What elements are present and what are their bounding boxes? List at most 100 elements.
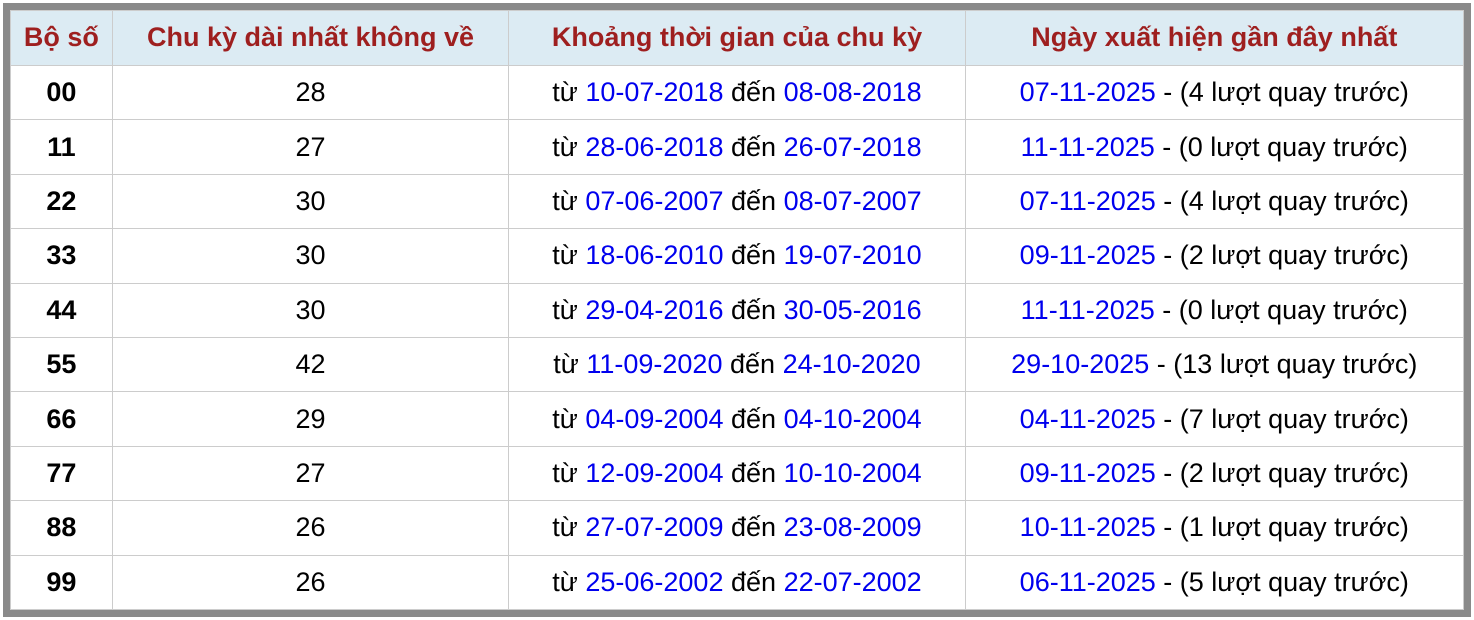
- recent-note: - (2 lượt quay trước): [1163, 240, 1409, 271]
- to-date-link[interactable]: 08-08-2018: [783, 77, 922, 108]
- cycle-length: 29: [111, 391, 510, 447]
- from-label: từ: [553, 349, 579, 380]
- recent-note: - (0 lượt quay trước): [1162, 294, 1408, 325]
- from-date-link[interactable]: 11-09-2020: [586, 349, 723, 380]
- from-label: từ: [552, 185, 578, 216]
- from-date-link[interactable]: 27-07-2009: [585, 512, 724, 543]
- from-date-link[interactable]: 04-09-2004: [585, 403, 724, 434]
- cycle-period: từ 27-07-2009 đến 23-08-2009: [508, 500, 966, 556]
- cycle-period: từ 12-09-2004 đến 10-10-2004: [508, 445, 966, 502]
- pair-number: 44: [10, 282, 113, 338]
- recent-date-link[interactable]: 04-11-2025: [1019, 403, 1156, 434]
- table-row: 99 26 từ 25-06-2002 đến 22-07-2002 06-11…: [10, 554, 1465, 611]
- from-label: từ: [552, 403, 578, 434]
- cycle-length: 27: [111, 119, 510, 175]
- recent-note: - (13 lượt quay trước): [1156, 349, 1418, 380]
- to-label: đến: [730, 240, 777, 271]
- from-date-link[interactable]: 29-04-2016: [585, 294, 724, 325]
- cycle-length: 27: [111, 445, 510, 502]
- recent-date-link[interactable]: 07-11-2025: [1019, 185, 1156, 216]
- to-date-link[interactable]: 30-05-2016: [783, 294, 922, 325]
- to-date-link[interactable]: 24-10-2020: [782, 349, 921, 380]
- to-label: đến: [730, 566, 777, 597]
- to-date-link[interactable]: 10-10-2004: [783, 457, 922, 488]
- from-label: từ: [552, 566, 578, 597]
- to-date-link[interactable]: 26-07-2018: [783, 131, 922, 162]
- table-frame: Bộ số Chu kỳ dài nhất không về Khoảng th…: [3, 3, 1471, 617]
- from-label: từ: [552, 240, 578, 271]
- recent-date-link[interactable]: 11-11-2025: [1020, 131, 1155, 162]
- cycle-length: 30: [111, 173, 510, 230]
- cycle-period: từ 29-04-2016 đến 30-05-2016: [508, 282, 966, 338]
- from-date-link[interactable]: 12-09-2004: [585, 457, 724, 488]
- recent-note: - (7 lượt quay trước): [1163, 403, 1409, 434]
- table-row: 88 26 từ 27-07-2009 đến 23-08-2009 10-11…: [10, 500, 1465, 556]
- recent-appearance: 09-11-2025 - (2 lượt quay trước): [964, 228, 1465, 284]
- column-header-recent: Ngày xuất hiện gần đây nhất: [964, 10, 1465, 66]
- to-date-link[interactable]: 04-10-2004: [783, 403, 922, 434]
- from-label: từ: [552, 131, 578, 162]
- recent-date-link[interactable]: 10-11-2025: [1019, 512, 1156, 543]
- pair-number: 66: [10, 391, 113, 447]
- from-label: từ: [552, 294, 578, 325]
- cycle-period: từ 25-06-2002 đến 22-07-2002: [508, 554, 966, 611]
- pair-number: 22: [10, 173, 113, 230]
- cycle-length: 42: [111, 336, 510, 393]
- recent-note: - (5 lượt quay trước): [1163, 566, 1409, 597]
- cycle-length: 30: [111, 228, 510, 284]
- recent-note: - (2 lượt quay trước): [1163, 457, 1409, 488]
- recent-date-link[interactable]: 11-11-2025: [1020, 294, 1155, 325]
- from-label: từ: [552, 512, 578, 543]
- pair-number: 99: [10, 554, 113, 611]
- to-date-link[interactable]: 23-08-2009: [783, 512, 922, 543]
- from-date-link[interactable]: 07-06-2007: [585, 185, 724, 216]
- recent-date-link[interactable]: 07-11-2025: [1019, 77, 1156, 108]
- from-date-link[interactable]: 18-06-2010: [585, 240, 724, 271]
- pair-number: 55: [10, 336, 113, 393]
- from-date-link[interactable]: 25-06-2002: [585, 566, 724, 597]
- table-row: 33 30 từ 18-06-2010 đến 19-07-2010 09-11…: [10, 228, 1465, 284]
- recent-date-link[interactable]: 29-10-2025: [1011, 349, 1150, 380]
- to-label: đến: [730, 185, 777, 216]
- cycle-period: từ 10-07-2018 đến 08-08-2018: [508, 64, 966, 121]
- recent-date-link[interactable]: 09-11-2025: [1019, 240, 1156, 271]
- recent-date-link[interactable]: 06-11-2025: [1019, 566, 1156, 597]
- recent-appearance: 11-11-2025 - (0 lượt quay trước): [964, 119, 1465, 175]
- header-row: Bộ số Chu kỳ dài nhất không về Khoảng th…: [10, 10, 1465, 66]
- recent-note: - (0 lượt quay trước): [1162, 131, 1408, 162]
- cycle-length: 28: [111, 64, 510, 121]
- to-label: đến: [730, 294, 777, 325]
- recent-appearance: 07-11-2025 - (4 lượt quay trước): [964, 64, 1465, 121]
- recent-note: - (4 lượt quay trước): [1163, 185, 1409, 216]
- recent-date-link[interactable]: 09-11-2025: [1019, 457, 1156, 488]
- to-date-link[interactable]: 08-07-2007: [783, 185, 922, 216]
- recent-appearance: 07-11-2025 - (4 lượt quay trước): [964, 173, 1465, 230]
- column-header-period: Khoảng thời gian của chu kỳ: [508, 10, 966, 66]
- cycle-period: từ 11-09-2020 đến 24-10-2020: [508, 336, 966, 393]
- table-row: 66 29 từ 04-09-2004 đến 04-10-2004 04-11…: [10, 391, 1465, 447]
- pair-number: 11: [10, 119, 113, 175]
- from-date-link[interactable]: 10-07-2018: [585, 77, 724, 108]
- recent-note: - (4 lượt quay trước): [1163, 77, 1409, 108]
- cycle-period: từ 07-06-2007 đến 08-07-2007: [508, 173, 966, 230]
- recent-appearance: 10-11-2025 - (1 lượt quay trước): [964, 500, 1465, 556]
- table-row: 00 28 từ 10-07-2018 đến 08-08-2018 07-11…: [10, 64, 1465, 121]
- from-label: từ: [552, 77, 578, 108]
- to-label: đến: [730, 403, 777, 434]
- pair-number: 88: [10, 500, 113, 556]
- to-date-link[interactable]: 19-07-2010: [783, 240, 922, 271]
- cycle-length: 26: [111, 500, 510, 556]
- table-row: 44 30 từ 29-04-2016 đến 30-05-2016 11-11…: [10, 282, 1465, 338]
- to-date-link[interactable]: 22-07-2002: [783, 566, 922, 597]
- cycle-length: 26: [111, 554, 510, 611]
- to-label: đến: [730, 457, 777, 488]
- from-date-link[interactable]: 28-06-2018: [585, 131, 724, 162]
- pair-number: 00: [10, 64, 113, 121]
- recent-appearance: 29-10-2025 - (13 lượt quay trước): [964, 336, 1465, 393]
- table-row: 22 30 từ 07-06-2007 đến 08-07-2007 07-11…: [10, 173, 1465, 230]
- recent-note: - (1 lượt quay trước): [1163, 512, 1409, 543]
- cycle-length: 30: [111, 282, 510, 338]
- to-label: đến: [730, 512, 777, 543]
- cycle-stats-table: Bộ số Chu kỳ dài nhất không về Khoảng th…: [10, 10, 1465, 611]
